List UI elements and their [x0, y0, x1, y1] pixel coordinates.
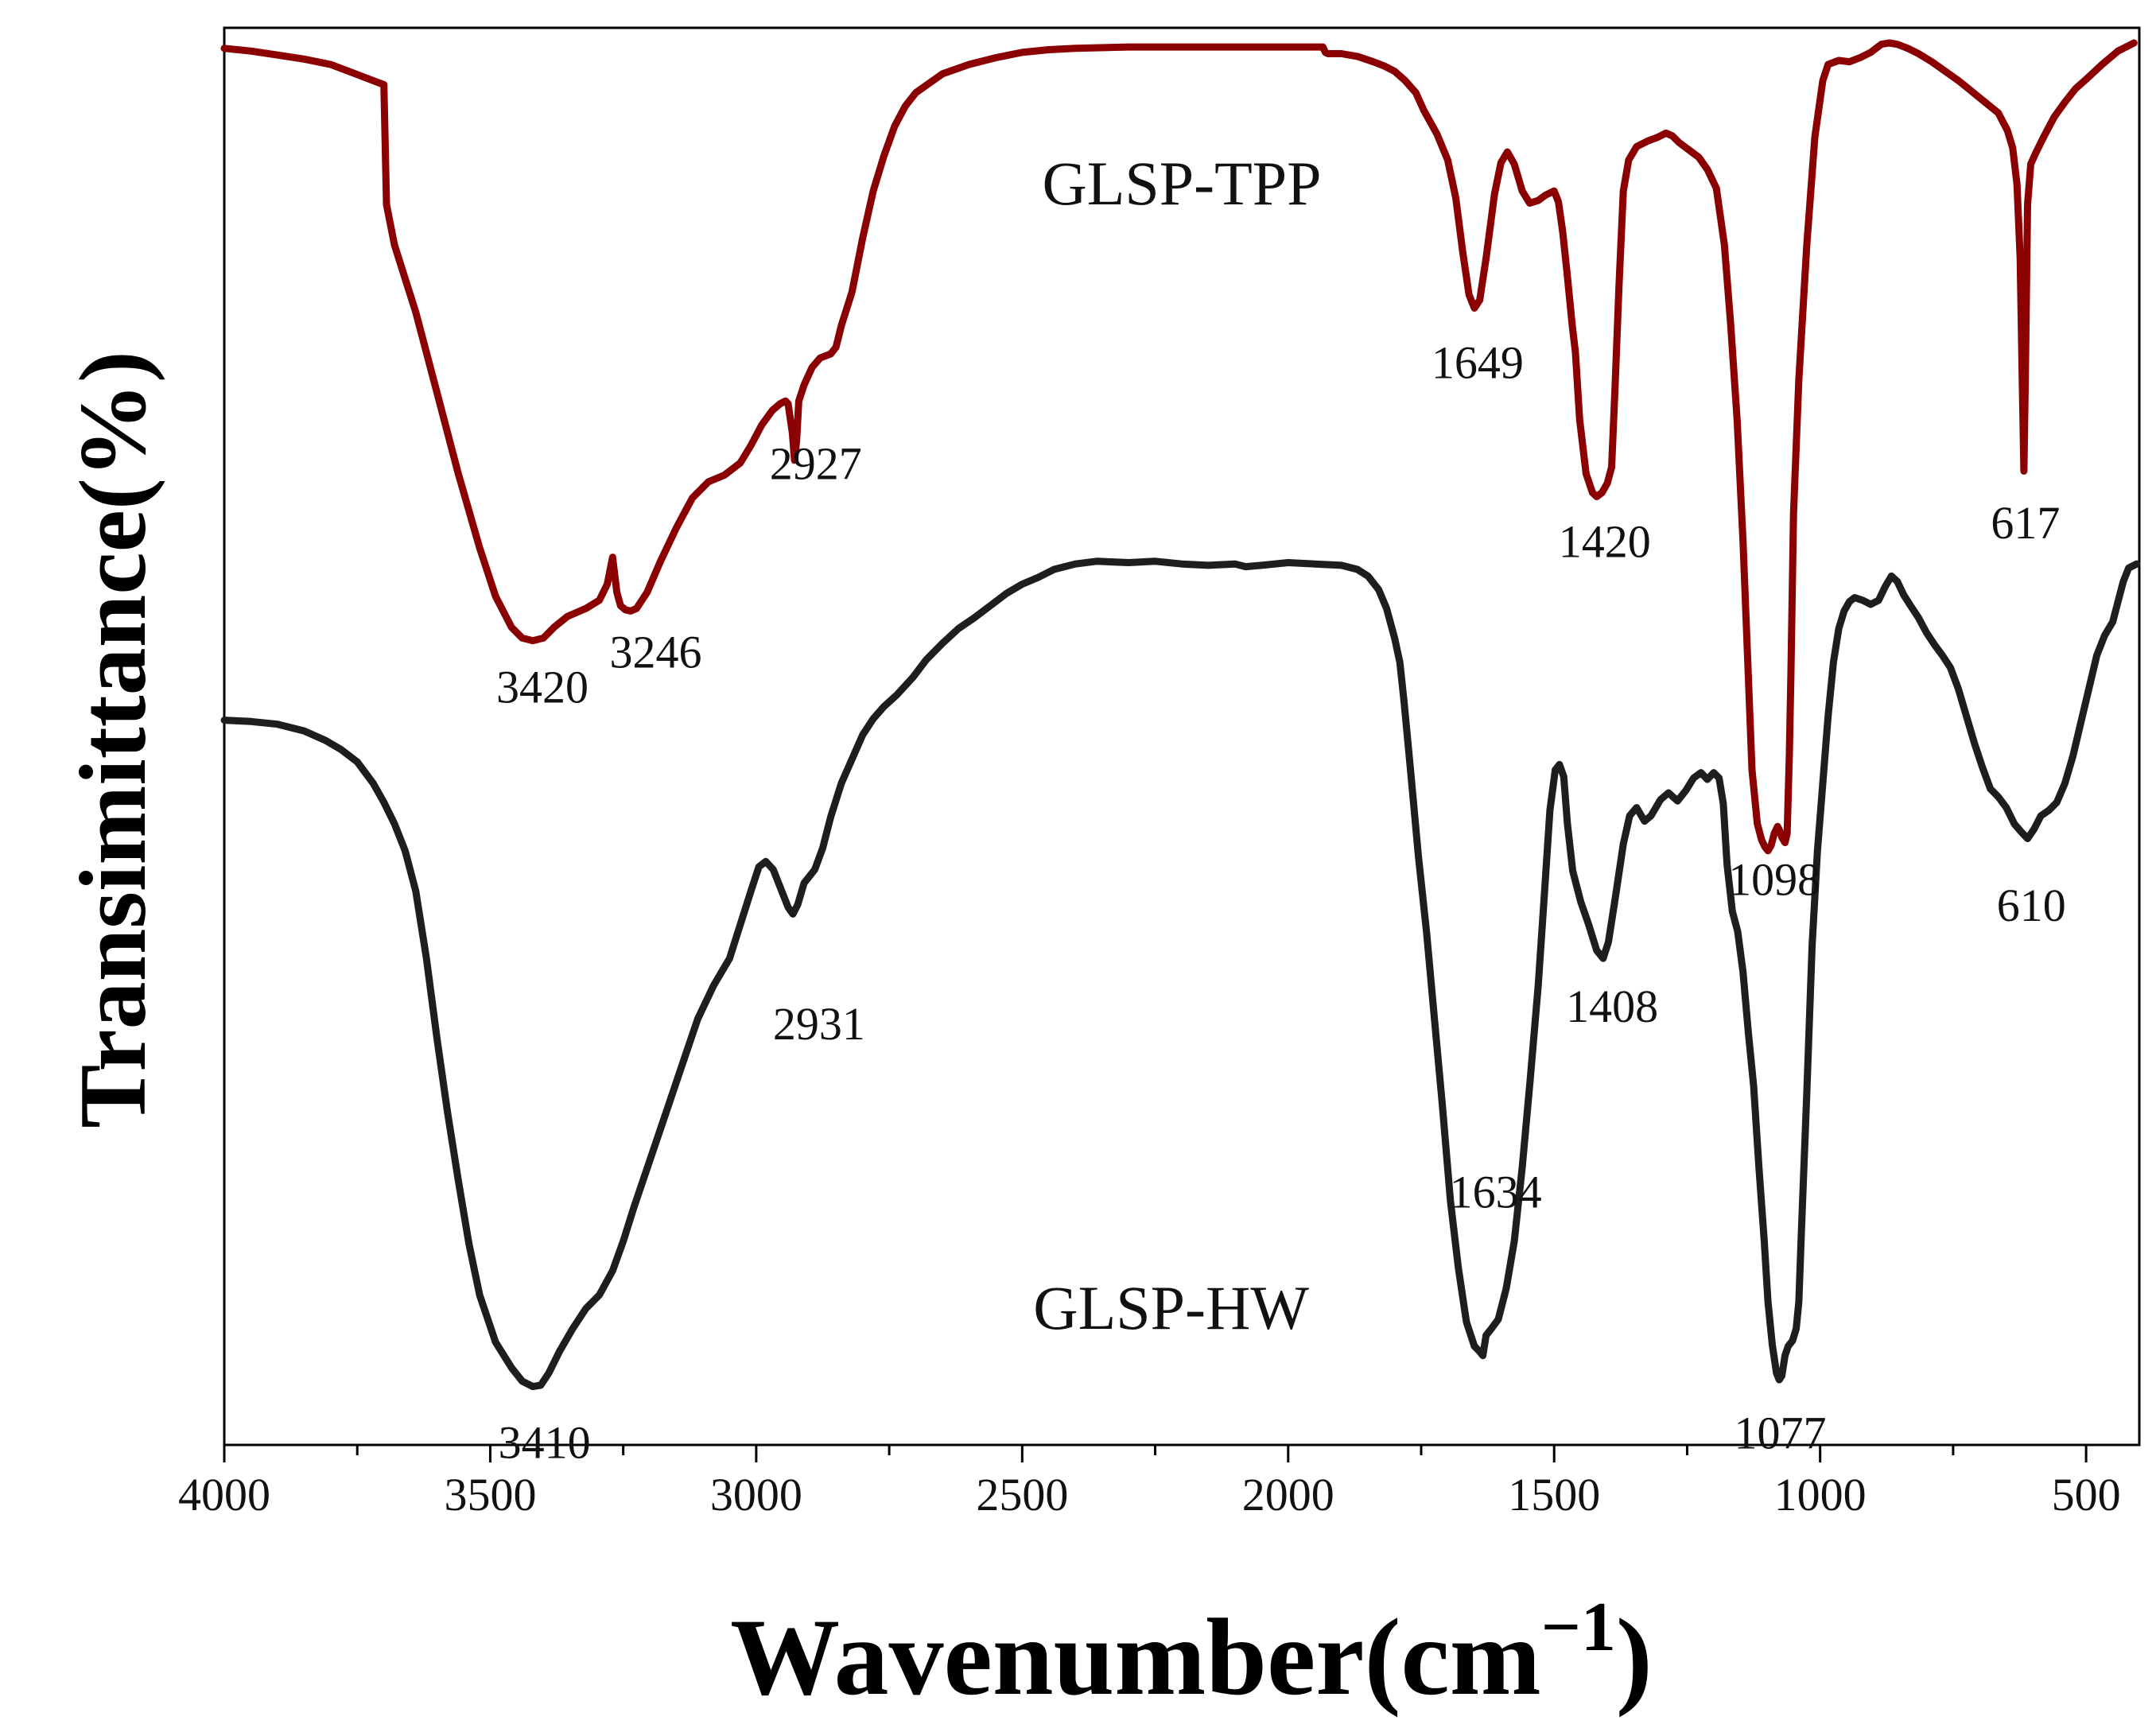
peak-label-1634: 1634: [1450, 1166, 1542, 1217]
tick-layer: 4000 3500 3000 2500 2000 1500 1000 500: [178, 1445, 2121, 1520]
series-layer: [220, 39, 2141, 1391]
x-tick-label-4000: 4000: [178, 1469, 270, 1520]
y-axis-title: Transimittance(%): [60, 351, 165, 1128]
series-label-glsp-tpp: GLSP-TPP: [1042, 149, 1321, 218]
x-axis-title-main: Wavenumber(cm: [730, 1596, 1541, 1718]
plot-frame: [223, 26, 2141, 1447]
x-tick-label-3000: 3000: [710, 1469, 802, 1520]
peak-label-1077: 1077: [1735, 1407, 1827, 1458]
x-axis-title: Wavenumber(cm−1): [730, 1589, 1653, 1718]
peak-label-2931: 2931: [773, 998, 865, 1050]
x-tick-label-1000: 1000: [1774, 1469, 1867, 1520]
x-tick-label-1500: 1500: [1508, 1469, 1600, 1520]
peak-label-1098: 1098: [1728, 854, 1820, 906]
x-tick-label-500: 500: [2052, 1469, 2121, 1520]
plot-frame-layer: [223, 26, 2141, 1447]
series-label-glsp-hw: GLSP-HW: [1033, 1273, 1309, 1342]
annotation-layer: GLSP-TPP GLSP-HW 3420 3246 2927 1649 1420 617 10…: [496, 149, 2066, 1468]
series-line-glsp-hw: [220, 557, 2141, 1391]
x-tick-label-2500: 2500: [976, 1469, 1068, 1520]
peak-label-3420: 3420: [496, 662, 589, 713]
x-tick-label-2000: 2000: [1242, 1469, 1334, 1520]
peak-label-2927: 2927: [770, 438, 862, 490]
x-axis-title-superscript: −1: [1541, 1589, 1616, 1666]
x-axis-title-close: ): [1616, 1596, 1653, 1718]
peak-label-1408: 1408: [1566, 981, 1658, 1032]
peak-label-1649: 1649: [1432, 337, 1524, 389]
peak-label-1420: 1420: [1559, 516, 1651, 568]
x-tick-label-3500: 3500: [444, 1469, 536, 1520]
peak-label-610: 610: [1997, 880, 2066, 931]
series-line-glsp-tpp: [220, 39, 2138, 855]
peak-label-617: 617: [1991, 497, 2060, 549]
peak-label-3410: 3410: [499, 1416, 591, 1468]
peak-label-3246: 3246: [609, 627, 701, 678]
